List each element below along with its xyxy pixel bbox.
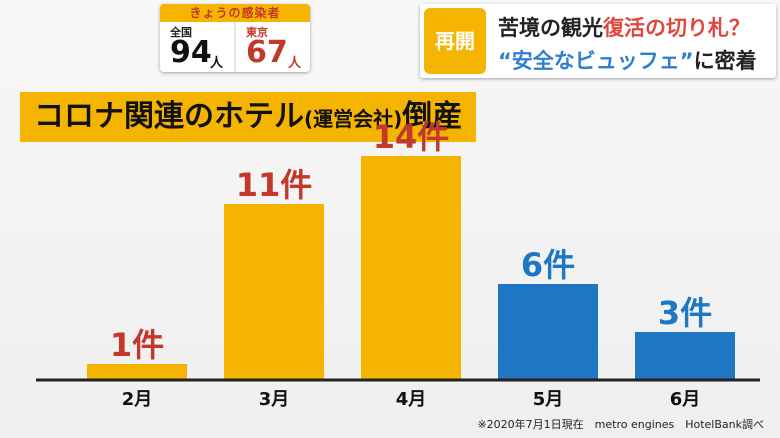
news-line-1-text: 苦境の観光 <box>498 16 603 40</box>
news-badge: 再開 <box>424 8 486 74</box>
tokyo-value: 67 <box>246 35 288 70</box>
chart-title-sub: (運営会社) <box>304 107 403 131</box>
tokyo-label: 東京 <box>246 26 268 39</box>
bar-value-label: 3件 <box>658 294 712 332</box>
bar-value-label: 6件 <box>521 246 575 284</box>
category-label: 4月 <box>396 389 427 410</box>
category-label: 2月 <box>122 389 153 410</box>
chart-title-end: 倒産 <box>402 99 463 134</box>
chart-title-main: コロナ関連のホテル <box>34 99 304 134</box>
category-label: 5月 <box>533 389 564 410</box>
category-label: 6月 <box>670 389 701 410</box>
chart-title: コロナ関連のホテル(運営会社)倒産 <box>20 92 477 142</box>
news-headline: 再開 苦境の観光復活の切り札？ “安全なビュッフェ”に密着 <box>420 4 776 78</box>
infection-header: きょうの感染者 <box>160 4 310 22</box>
bar-6月 <box>635 332 735 380</box>
nationwide-label: 全国 <box>170 26 192 39</box>
category-label: 3月 <box>259 389 290 410</box>
bar-4月 <box>361 156 461 380</box>
news-line-1: 苦境の観光復活の切り札？ <box>498 12 750 42</box>
infection-box: きょうの感染者 全国 94 人 東京 67 人 <box>160 4 310 72</box>
nationwide-count: 全国 94 人 <box>160 22 234 72</box>
news-line-2-accent: “安全なビュッフェ” <box>498 49 694 73</box>
bar-value-label: 14件 <box>373 118 450 156</box>
news-line-2: “安全なビュッフェ”に密着 <box>498 45 757 75</box>
source-note: ※2020年7月1日現在 metro engines HotelBank調べ <box>477 418 764 431</box>
nationwide-value: 94 <box>170 35 212 70</box>
bar-3月 <box>224 204 324 380</box>
news-line-2-text: に密着 <box>693 49 757 73</box>
bar-value-label: 1件 <box>110 326 164 364</box>
bar-5月 <box>498 284 598 380</box>
bar-2月 <box>87 364 187 380</box>
tokyo-count: 東京 67 人 <box>234 22 310 72</box>
nationwide-unit: 人 <box>210 56 224 71</box>
news-line-1-accent: 復活の切り札？ <box>603 16 750 40</box>
tokyo-unit: 人 <box>288 56 302 71</box>
bar-value-label: 11件 <box>236 166 313 204</box>
